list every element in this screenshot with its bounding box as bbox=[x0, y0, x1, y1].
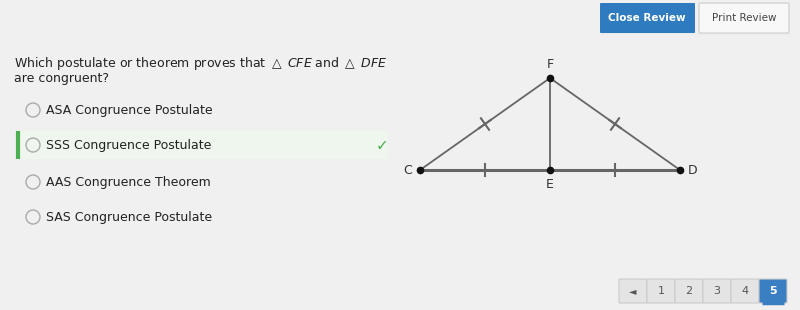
Text: AAS Congruence Theorem: AAS Congruence Theorem bbox=[46, 175, 210, 188]
Text: Print Review: Print Review bbox=[712, 13, 776, 23]
FancyBboxPatch shape bbox=[731, 279, 759, 303]
Text: E: E bbox=[546, 178, 554, 191]
FancyBboxPatch shape bbox=[675, 279, 703, 303]
Text: SSS Congruence Postulate: SSS Congruence Postulate bbox=[46, 139, 211, 152]
Text: ◄: ◄ bbox=[630, 286, 637, 296]
FancyBboxPatch shape bbox=[699, 3, 789, 33]
Text: 3: 3 bbox=[714, 286, 721, 296]
FancyBboxPatch shape bbox=[647, 279, 675, 303]
FancyBboxPatch shape bbox=[600, 3, 695, 33]
Text: Close Review: Close Review bbox=[608, 13, 686, 23]
Text: ASA Congruence Postulate: ASA Congruence Postulate bbox=[46, 104, 213, 117]
FancyBboxPatch shape bbox=[703, 279, 731, 303]
Text: F: F bbox=[546, 58, 554, 71]
FancyBboxPatch shape bbox=[619, 279, 647, 303]
Text: 1: 1 bbox=[658, 286, 665, 296]
Text: 4: 4 bbox=[742, 286, 749, 296]
Text: are congruent?: are congruent? bbox=[14, 72, 109, 85]
Text: ✓: ✓ bbox=[376, 138, 388, 153]
Text: 2: 2 bbox=[686, 286, 693, 296]
Text: 5: 5 bbox=[769, 286, 777, 296]
FancyBboxPatch shape bbox=[759, 279, 787, 303]
Text: Which postulate or theorem proves that $\triangle$ $\mathit{CFE}$ and $\triangle: Which postulate or theorem proves that $… bbox=[14, 55, 387, 72]
FancyBboxPatch shape bbox=[18, 131, 388, 159]
Text: D: D bbox=[688, 163, 698, 176]
Text: SAS Congruence Postulate: SAS Congruence Postulate bbox=[46, 210, 212, 224]
Text: C: C bbox=[403, 163, 412, 176]
